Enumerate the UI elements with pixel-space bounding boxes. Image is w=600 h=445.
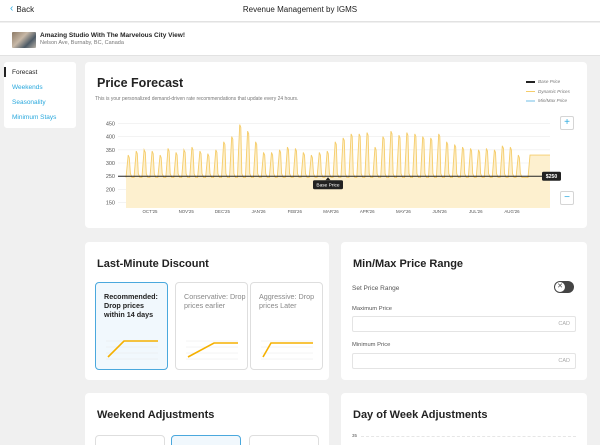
x-tick-label: NOV'25 [179, 209, 195, 214]
discount-option-recommended[interactable]: Recommended: Drop prices within 14 days [95, 282, 168, 370]
zoom-out-button[interactable]: − [560, 191, 574, 205]
day-of-week-title: Day of Week Adjustments [353, 409, 488, 421]
listing-bar: Amazing Studio With The Marvelous City V… [0, 23, 600, 56]
legend-swatch-minmax [526, 100, 535, 102]
day-of-week-card: Day of Week Adjustments 35 [341, 393, 587, 445]
min-max-price-card: Min/Max Price Range Set Price Range ✕ Ma… [341, 242, 587, 380]
price-forecast-chart: 150 200 250 300 350 400 450 OCT'25 NOV'25 DEC'25… [106, 121, 561, 214]
discount-option-conservative[interactable]: Conservative: Drop prices earlier [175, 282, 248, 370]
x-tick-label: MAY'26 [396, 209, 411, 214]
legend-label-base: Base Price [538, 79, 561, 85]
y-tick-label: 200 [106, 187, 115, 193]
legend-item-base: Base Price [526, 77, 570, 87]
maximum-price-currency: CAD [558, 321, 570, 327]
app-title: Revenue Management by IGMS [242, 5, 358, 14]
legend-item-minmax: Min/Max Price [526, 96, 570, 106]
set-price-range-label: Set Price Range [352, 285, 400, 292]
back-button[interactable]: ‹ Back [10, 4, 34, 14]
sidebar-item-forecast[interactable]: Forecast [12, 69, 38, 76]
price-forecast-card: 150 200 250 300 350 400 450 OCT'25 NOV'25 DEC'25… [85, 62, 587, 228]
x-tick-label: JAN'26 [252, 209, 267, 214]
y-tick-label: 450 [106, 121, 115, 127]
sidebar-item-minimum-stays[interactable]: Minimum Stays [12, 114, 57, 121]
last-minute-discount-title: Last-Minute Discount [97, 258, 209, 270]
weekend-adjustments-title: Weekend Adjustments [97, 409, 215, 421]
base-price-marker-label: Base Price [316, 183, 340, 189]
y-tick-label: 150 [106, 201, 115, 207]
base-price-marker [313, 180, 343, 190]
y-tick-label: 400 [106, 135, 115, 141]
legend-label-dynamic: Dynamic Prices [538, 88, 570, 94]
weekend-option[interactable] [249, 435, 319, 445]
listing-title: Amazing Studio With The Marvelous City V… [40, 32, 186, 39]
discount-curve-graph [106, 340, 158, 360]
y-tick-label: 300 [106, 161, 115, 167]
last-minute-discount-card: Last-Minute Discount Recommended: Drop p… [85, 242, 329, 380]
y-tick-label: 250 [106, 174, 115, 180]
toggle-off-icon: ✕ [555, 282, 565, 292]
price-forecast-title: Price Forecast [97, 76, 184, 90]
minimum-price-currency: CAD [558, 358, 570, 364]
x-tick-label: JUN'26 [432, 209, 447, 214]
day-of-week-axis-tick: 35 [352, 433, 358, 438]
x-tick-label: FEB'26 [288, 209, 303, 214]
listing-address: Nelson Ave, Burnaby, BC, Canada [40, 40, 124, 46]
chevron-left-icon: ‹ [10, 3, 14, 14]
x-tick-label: JUL'26 [469, 209, 483, 214]
weekend-option[interactable] [95, 435, 165, 445]
legend-label-minmax: Min/Max Price [538, 98, 568, 104]
x-tick-label: MAR'26 [323, 209, 339, 214]
maximum-price-input[interactable]: CAD [352, 316, 576, 332]
day-of-week-gridline [361, 436, 576, 437]
sidebar: Forecast Weekends Seasonality Minimum St… [4, 62, 76, 128]
x-tick-label: APR'26 [360, 209, 375, 214]
sidebar-active-indicator [4, 67, 6, 77]
minimum-price-label: Minimum Price [352, 342, 391, 348]
discount-option-label: Recommended: Drop prices within 14 days [104, 292, 158, 319]
discount-option-label: Aggressive: Drop prices Later [259, 292, 315, 310]
base-price-badge [542, 171, 561, 181]
weekend-option[interactable] [171, 435, 241, 445]
discount-curve-graph [186, 340, 238, 360]
back-label: Back [16, 4, 35, 14]
zoom-in-button[interactable]: + [560, 116, 574, 130]
y-tick-label: 350 [106, 148, 115, 154]
maximum-price-label: Maximum Price [352, 306, 392, 312]
x-tick-label: DEC'25 [215, 209, 231, 214]
weekend-adjustments-card: Weekend Adjustments [85, 393, 329, 445]
sidebar-item-seasonality[interactable]: Seasonality [12, 99, 46, 106]
chart-legend: Base Price Dynamic Prices Min/Max Price [526, 77, 570, 106]
discount-curve-graph [261, 340, 313, 360]
legend-swatch-base [526, 81, 535, 83]
price-range-toggle[interactable]: ✕ [554, 281, 574, 293]
dynamic-price-line [125, 124, 550, 179]
min-max-price-title: Min/Max Price Range [353, 258, 464, 270]
discount-option-label: Conservative: Drop prices earlier [184, 292, 246, 310]
listing-thumbnail [12, 32, 36, 48]
top-bar: ‹ Back Revenue Management by IGMS [0, 0, 600, 22]
price-forecast-subtitle: This is your personalized demand-driven … [95, 96, 299, 102]
sidebar-item-weekends[interactable]: Weekends [12, 84, 43, 91]
legend-swatch-dynamic [526, 90, 535, 92]
minimum-price-input[interactable]: CAD [352, 353, 576, 369]
dynamic-price-area [126, 124, 550, 208]
base-price-marker-pointer [325, 177, 331, 181]
discount-option-aggressive[interactable]: Aggressive: Drop prices Later [250, 282, 323, 370]
legend-item-dynamic: Dynamic Prices [526, 87, 570, 97]
base-price-badge-label: $250 [546, 174, 558, 180]
x-tick-label: AUG'26 [504, 209, 520, 214]
x-tick-label: OCT'25 [143, 209, 159, 214]
